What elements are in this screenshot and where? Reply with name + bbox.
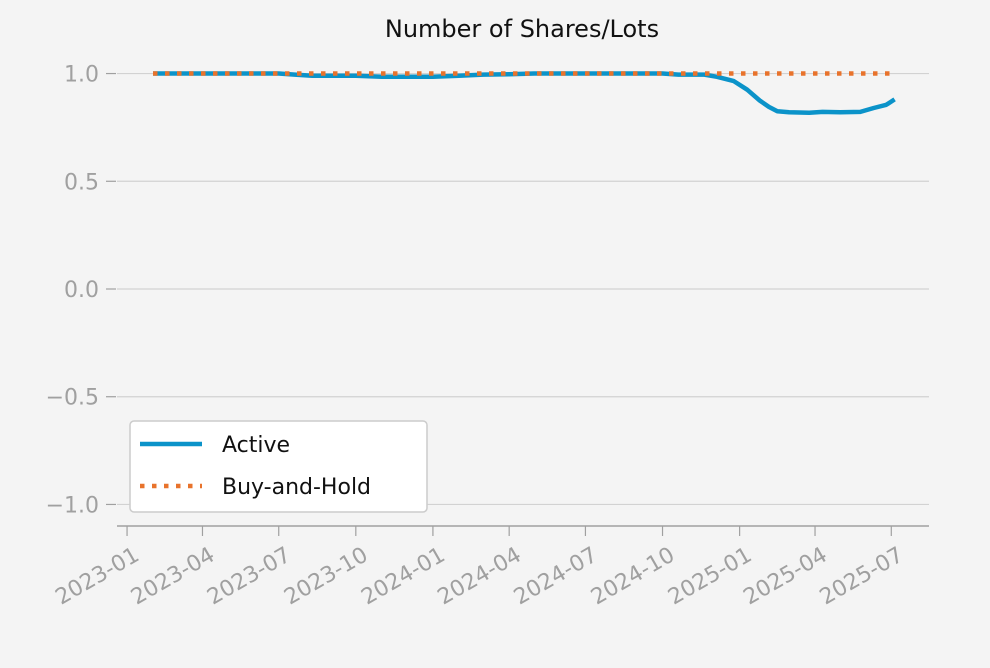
chart-title: Number of Shares/Lots xyxy=(385,15,659,43)
series-lines xyxy=(153,71,896,116)
y-tick-label: −1.0 xyxy=(46,493,99,518)
legend-label-active: Active xyxy=(222,433,290,458)
y-axis: 1.0 0.5 0.0 −0.5 −1.0 xyxy=(46,63,116,518)
y-tick-label: 1.0 xyxy=(64,63,99,88)
legend-box xyxy=(129,420,428,513)
legend: Active Buy-and-Hold xyxy=(129,420,428,513)
legend-label-buy-and-hold: Buy-and-Hold xyxy=(222,475,371,500)
y-tick-label: 0.5 xyxy=(64,170,99,195)
y-tick-label: 0.0 xyxy=(64,278,99,303)
y-tick-label: −0.5 xyxy=(46,386,99,411)
